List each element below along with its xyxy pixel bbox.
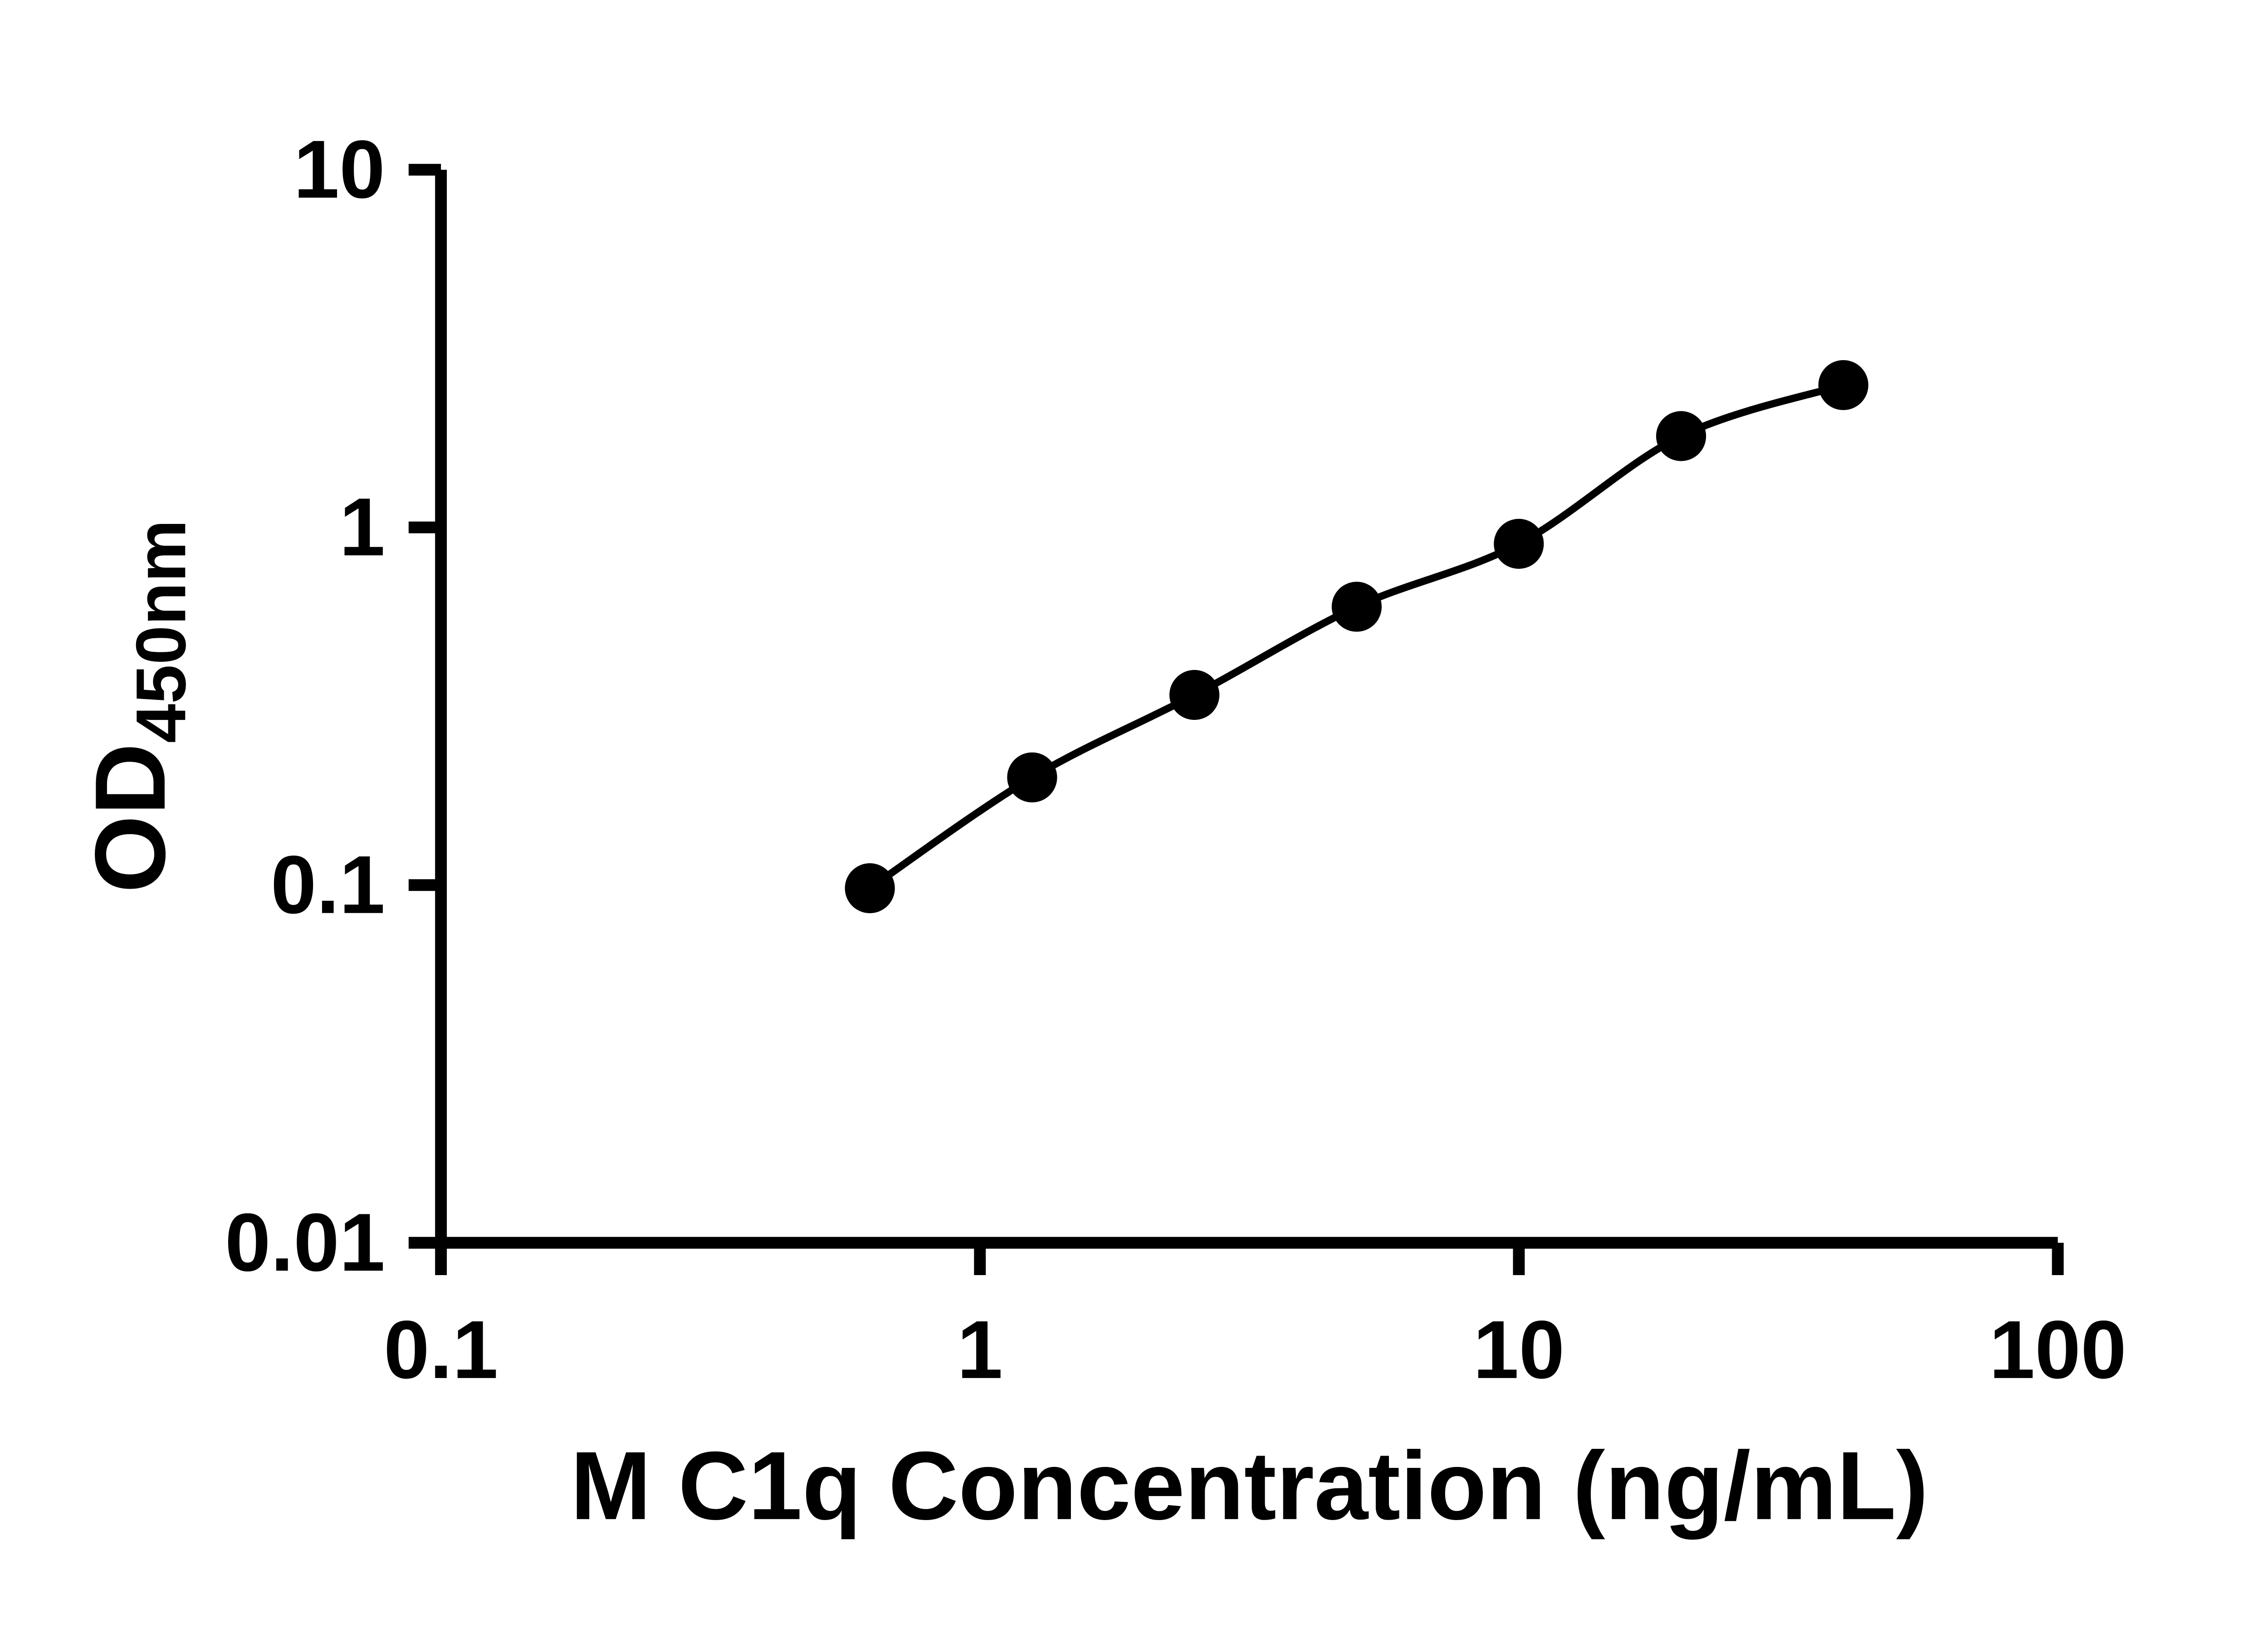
data-point [1169,670,1220,720]
data-point [1007,752,1057,802]
y-axis-tick-label: 0.1 [271,839,385,931]
y-axis-tick-label: 10 [293,124,385,215]
data-point [1818,360,1868,411]
x-axis-title: M C1q Concentration (ng/mL) [570,1432,1928,1540]
data-point [1656,411,1706,461]
y-axis-tick-label: 0.01 [225,1197,385,1288]
chart-background [0,23,2268,1610]
data-point [1331,582,1382,632]
data-point [845,863,895,914]
x-axis-tick-label: 10 [1473,1304,1565,1396]
data-point [1494,518,1544,569]
x-axis-tick-label: 1 [957,1304,1003,1396]
x-axis-tick-label: 0.1 [384,1304,498,1396]
y-axis-title: OD450nm [74,519,200,893]
y-axis-tick-label: 1 [339,481,385,573]
x-axis-tick-label: 100 [1989,1304,2126,1396]
